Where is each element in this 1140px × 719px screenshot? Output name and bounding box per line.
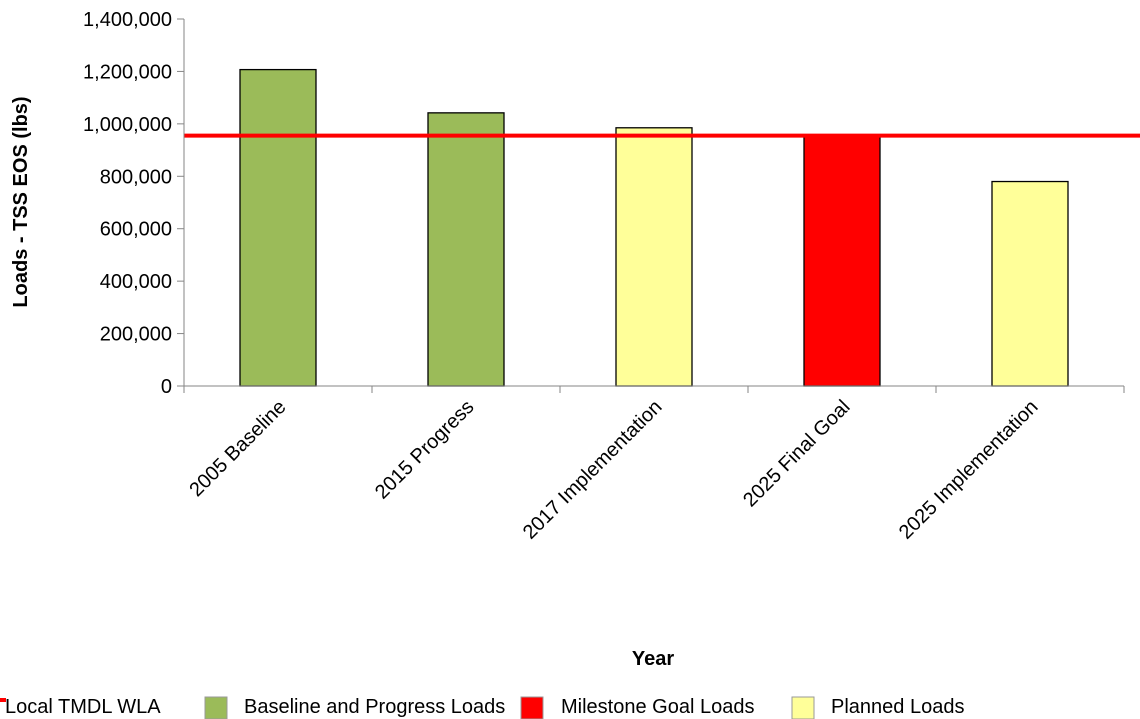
y-axis-title: Loads - TSS EOS (lbs) [10, 96, 32, 307]
legend: Local TMDL WLA Baseline and Progress Load… [0, 696, 964, 719]
y-tick-label: 800,000 [100, 166, 172, 188]
legend-swatch [204, 696, 228, 719]
y-tick-label: 0 [161, 376, 172, 398]
bar [427, 112, 505, 387]
y-axis: 0 200,000 400,000 600,000 800,000 1,000,000 1,… [83, 9, 185, 398]
y-tick-label: 1,400,000 [83, 9, 172, 31]
bar [615, 127, 693, 387]
legend-swatch [520, 696, 544, 719]
legend-label: Baseline and Progress Loads [244, 696, 505, 718]
y-tick-label: 1,200,000 [83, 61, 172, 83]
x-tick-label: 2005 Baseline [185, 396, 290, 501]
plot-area [184, 68, 1140, 387]
legend-label: Local TMDL WLA [5, 696, 161, 718]
x-axis: 2005 Baseline 2015 Progress 2017 Implement… [183, 385, 1125, 544]
x-tick-label: 2015 Progress [371, 396, 479, 504]
legend-label: Planned Loads [831, 696, 964, 718]
bar [239, 68, 317, 387]
legend-swatch [791, 696, 815, 719]
x-axis-title: Year [632, 648, 674, 670]
y-tick-label: 1,000,000 [83, 114, 172, 136]
y-tick-label: 200,000 [100, 324, 172, 346]
bar [803, 135, 881, 387]
y-tick-label: 400,000 [100, 271, 172, 293]
x-tick-label: 2017 Implementation [519, 396, 667, 544]
x-tick-label: 2025 Final Goal [739, 396, 854, 511]
bar [991, 180, 1069, 387]
y-tick-label: 600,000 [100, 219, 172, 241]
legend-label: Milestone Goal Loads [561, 696, 754, 718]
x-tick-label: 2025 Implementation [895, 396, 1043, 544]
